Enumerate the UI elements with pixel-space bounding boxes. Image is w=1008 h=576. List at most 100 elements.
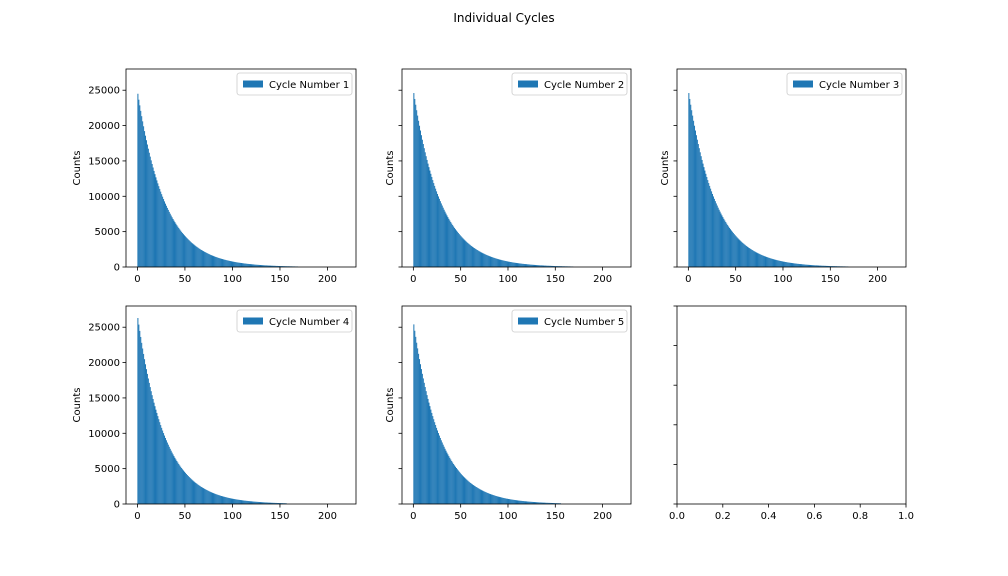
histogram-bar (489, 493, 491, 504)
histogram-bar (764, 256, 766, 267)
histogram-bar (553, 266, 555, 267)
histogram-bar (785, 262, 787, 267)
histogram-bar (736, 237, 738, 267)
x-tick-label: 0.0 (669, 511, 685, 522)
histogram-bar (522, 501, 524, 504)
histogram-bar (479, 489, 481, 504)
subplot-top-left: 0 5000 10000 15000 20000 25000 Counts Cycle Num… (72, 68, 357, 285)
histogram-bar (543, 502, 545, 504)
histogram-bar (529, 264, 531, 267)
histogram-bar (157, 416, 159, 504)
histogram-bar (529, 501, 531, 504)
histogram-bar (148, 382, 150, 504)
histogram-bar (252, 264, 254, 267)
histogram-bar (196, 246, 198, 267)
histogram-bar (254, 264, 256, 267)
figure-title: Individual Cycles (453, 11, 554, 25)
histogram-bar (776, 260, 778, 267)
histogram-bar (156, 180, 158, 268)
histogram-bar (543, 265, 545, 267)
histogram-bar (205, 489, 207, 504)
histogram-bar (257, 264, 259, 267)
histogram-bar (220, 258, 222, 267)
histogram-bar (247, 501, 249, 504)
histogram-bar (793, 263, 795, 267)
histogram-bar (183, 234, 185, 267)
histogram-bar (176, 461, 178, 504)
histogram-bar (799, 264, 801, 267)
histogram-bar (169, 213, 171, 267)
legend-swatch (518, 317, 538, 325)
histogram-bar (742, 242, 744, 267)
histogram-bar (704, 170, 706, 267)
histogram-bar (428, 402, 430, 504)
histogram-bar (221, 259, 223, 267)
histogram-bar (543, 265, 544, 267)
histogram-bar (536, 265, 538, 267)
histogram-bar (426, 395, 428, 504)
histogram-bar (270, 265, 272, 267)
histogram-bar (237, 499, 239, 504)
histogram-bar (767, 257, 769, 267)
histogram-bar (797, 263, 799, 267)
histogram-bar (454, 465, 456, 504)
histogram-bar (814, 265, 816, 267)
y-tick-label: 25000 (88, 323, 120, 334)
histogram-bar (211, 255, 213, 267)
histogram-bar (232, 261, 234, 267)
histogram-bar (525, 264, 527, 267)
histogram-bar (509, 499, 511, 504)
legend-box (511, 72, 628, 96)
histogram-bar (477, 488, 479, 504)
histogram-bar (257, 501, 259, 504)
histogram-bar (260, 265, 262, 267)
histogram-bar (175, 459, 177, 504)
histogram-bar (224, 259, 226, 267)
histogram-bar (168, 446, 170, 504)
histogram-bar (236, 262, 238, 267)
histogram-bar (240, 500, 242, 504)
histogram-bar (772, 259, 774, 267)
histogram-bar (141, 342, 143, 504)
histogram-bars (413, 93, 574, 268)
histogram-bar (550, 502, 552, 504)
histogram-bar (436, 191, 438, 267)
histogram-bar (183, 235, 185, 267)
histogram-bar (481, 252, 483, 267)
x-tick-label: 150 (270, 511, 289, 522)
histogram-bar (461, 475, 463, 504)
histogram-bar (469, 244, 471, 267)
histogram-bar (519, 500, 521, 504)
legend-label: Cycle Number 3 (819, 80, 899, 91)
histogram-bar (452, 462, 454, 504)
histogram-bar (280, 503, 282, 504)
histogram-bar (182, 469, 184, 504)
histogram-bar (532, 264, 534, 267)
histogram-bar (181, 468, 183, 504)
histogram-bar (800, 264, 802, 267)
histogram-bar (517, 500, 519, 504)
histogram-bar (535, 265, 537, 267)
histogram-bar (252, 501, 254, 504)
histogram-bar (230, 261, 232, 267)
histogram-bar (241, 500, 242, 504)
histogram-bar (206, 253, 208, 267)
histogram-bar (203, 251, 205, 267)
x-tick-label: 0.6 (806, 511, 822, 522)
histogram-bar (459, 472, 461, 504)
histogram-bar (200, 249, 202, 267)
histogram-bar (255, 501, 257, 504)
histogram-bar (209, 491, 211, 504)
histogram-bar (246, 263, 248, 267)
histogram-bar (208, 491, 210, 504)
y-tick-label: 0 (114, 500, 120, 511)
legend-label: Cycle Number 1 (269, 80, 349, 91)
histogram-bar (187, 476, 189, 504)
histogram-bar (192, 480, 194, 504)
histogram-bar (730, 230, 732, 267)
histogram-bar (721, 215, 723, 267)
histogram-bar (542, 265, 544, 267)
histogram-bar (153, 402, 155, 504)
histogram-bar (178, 463, 180, 504)
histogram-bar (167, 209, 169, 267)
